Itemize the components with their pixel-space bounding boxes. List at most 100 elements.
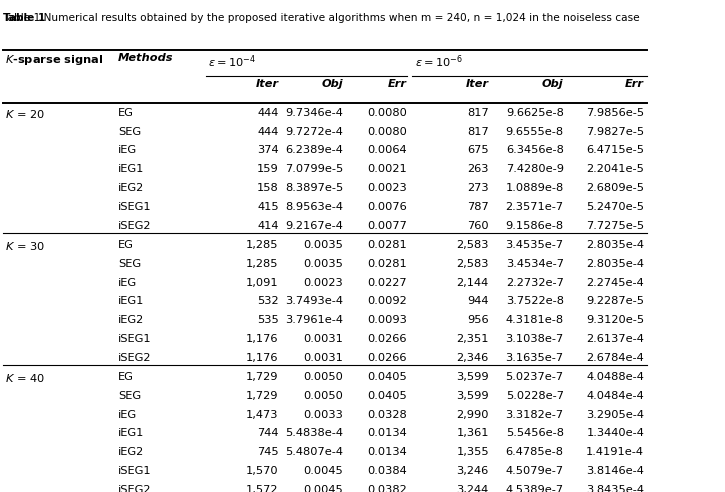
- Text: 3,599: 3,599: [456, 391, 489, 400]
- Text: 0.0023: 0.0023: [368, 183, 407, 193]
- Text: iSEG2: iSEG2: [118, 353, 152, 363]
- Text: 675: 675: [467, 146, 489, 155]
- Text: 0.0050: 0.0050: [303, 372, 343, 382]
- Text: 0.0093: 0.0093: [367, 315, 407, 325]
- Text: 0.0045: 0.0045: [304, 485, 343, 492]
- Text: 1,176: 1,176: [247, 334, 278, 344]
- Text: iSEG2: iSEG2: [118, 485, 152, 492]
- Text: 0.0080: 0.0080: [367, 126, 407, 137]
- Text: 9.3120e-5: 9.3120e-5: [586, 315, 645, 325]
- Text: 1,572: 1,572: [247, 485, 278, 492]
- Text: 4.3181e-8: 4.3181e-8: [505, 315, 563, 325]
- Text: 0.0035: 0.0035: [303, 240, 343, 250]
- Text: 0.0266: 0.0266: [368, 353, 407, 363]
- Text: 1,355: 1,355: [456, 447, 489, 458]
- Text: 0.0080: 0.0080: [367, 108, 407, 118]
- Text: 0.0281: 0.0281: [368, 259, 407, 269]
- Text: 0.0033: 0.0033: [303, 410, 343, 420]
- Text: 9.7272e-4: 9.7272e-4: [286, 126, 343, 137]
- Text: 2,583: 2,583: [456, 259, 489, 269]
- Text: 3.2905e-4: 3.2905e-4: [587, 410, 645, 420]
- Text: iSEG1: iSEG1: [118, 466, 152, 476]
- Text: 374: 374: [257, 146, 278, 155]
- Text: 0.0064: 0.0064: [368, 146, 407, 155]
- Text: Iter: Iter: [465, 79, 489, 89]
- Text: Obj: Obj: [322, 79, 343, 89]
- Text: 9.1586e-8: 9.1586e-8: [505, 221, 563, 231]
- Text: iEG: iEG: [118, 410, 137, 420]
- Text: Obj: Obj: [542, 79, 563, 89]
- Text: 3.8435e-4: 3.8435e-4: [587, 485, 645, 492]
- Text: Err: Err: [625, 79, 645, 89]
- Text: iEG1: iEG1: [118, 296, 144, 307]
- Text: 817: 817: [467, 108, 489, 118]
- Text: 158: 158: [257, 183, 278, 193]
- Text: 3.7522e-8: 3.7522e-8: [505, 296, 563, 307]
- Text: EG: EG: [118, 108, 134, 118]
- Text: 9.7346e-4: 9.7346e-4: [286, 108, 343, 118]
- Text: 0.0076: 0.0076: [368, 202, 407, 212]
- Text: 944: 944: [468, 296, 489, 307]
- Text: 9.2167e-4: 9.2167e-4: [286, 221, 343, 231]
- Text: 744: 744: [257, 429, 278, 438]
- Text: 1,285: 1,285: [247, 240, 278, 250]
- Text: 6.4785e-8: 6.4785e-8: [505, 447, 563, 458]
- Text: 4.0484e-4: 4.0484e-4: [587, 391, 645, 400]
- Text: 1,176: 1,176: [247, 353, 278, 363]
- Text: SEG: SEG: [118, 259, 141, 269]
- Text: $\it{K}$ = 30: $\it{K}$ = 30: [5, 240, 45, 252]
- Text: 0.0023: 0.0023: [304, 277, 343, 287]
- Text: 0.0050: 0.0050: [303, 391, 343, 400]
- Text: 0.0045: 0.0045: [304, 466, 343, 476]
- Text: 3.3182e-7: 3.3182e-7: [505, 410, 563, 420]
- Text: 0.0092: 0.0092: [368, 296, 407, 307]
- Text: 3.7961e-4: 3.7961e-4: [285, 315, 343, 325]
- Text: iEG2: iEG2: [118, 315, 144, 325]
- Text: 4.5389e-7: 4.5389e-7: [505, 485, 563, 492]
- Text: 787: 787: [467, 202, 489, 212]
- Text: 2.8035e-4: 2.8035e-4: [587, 259, 645, 269]
- Text: 3.4534e-7: 3.4534e-7: [505, 259, 563, 269]
- Text: 1,473: 1,473: [247, 410, 278, 420]
- Text: 0.0227: 0.0227: [368, 277, 407, 287]
- Text: 0.0021: 0.0021: [368, 164, 407, 174]
- Text: 0.0384: 0.0384: [368, 466, 407, 476]
- Text: 0.0134: 0.0134: [368, 429, 407, 438]
- Text: Iter: Iter: [256, 79, 278, 89]
- Text: Table 1 Numerical results obtained by the proposed iterative algorithms when m =: Table 1 Numerical results obtained by th…: [3, 13, 639, 23]
- Text: 6.4715e-5: 6.4715e-5: [587, 146, 645, 155]
- Text: $\it{K}$-sparse signal: $\it{K}$-sparse signal: [5, 53, 104, 67]
- Text: iEG1: iEG1: [118, 429, 144, 438]
- Text: 0.0405: 0.0405: [368, 372, 407, 382]
- Text: $\epsilon = 10^{-4}$: $\epsilon = 10^{-4}$: [208, 53, 257, 69]
- Text: iSEG1: iSEG1: [118, 202, 152, 212]
- Text: 817: 817: [467, 126, 489, 137]
- Text: 2,351: 2,351: [456, 334, 489, 344]
- Text: $\it{K}$ = 40: $\it{K}$ = 40: [5, 372, 45, 384]
- Text: 5.0237e-7: 5.0237e-7: [505, 372, 563, 382]
- Text: 5.0228e-7: 5.0228e-7: [505, 391, 563, 400]
- Text: 7.0799e-5: 7.0799e-5: [285, 164, 343, 174]
- Text: 745: 745: [257, 447, 278, 458]
- Text: 8.9563e-4: 8.9563e-4: [285, 202, 343, 212]
- Text: 5.2470e-5: 5.2470e-5: [587, 202, 645, 212]
- Text: 6.3456e-8: 6.3456e-8: [506, 146, 563, 155]
- Text: 7.7275e-5: 7.7275e-5: [586, 221, 645, 231]
- Text: 3.1038e-7: 3.1038e-7: [505, 334, 563, 344]
- Text: 1,570: 1,570: [246, 466, 278, 476]
- Text: 535: 535: [257, 315, 278, 325]
- Text: 1.4191e-4: 1.4191e-4: [587, 447, 645, 458]
- Text: 444: 444: [257, 126, 278, 137]
- Text: 4.5079e-7: 4.5079e-7: [505, 466, 563, 476]
- Text: 1,361: 1,361: [456, 429, 489, 438]
- Text: 273: 273: [467, 183, 489, 193]
- Text: 760: 760: [467, 221, 489, 231]
- Text: 1,729: 1,729: [247, 391, 278, 400]
- Text: 1,729: 1,729: [247, 372, 278, 382]
- Text: 1.0889e-8: 1.0889e-8: [505, 183, 563, 193]
- Text: 0.0031: 0.0031: [303, 353, 343, 363]
- Text: 0.0031: 0.0031: [303, 334, 343, 344]
- Text: 956: 956: [467, 315, 489, 325]
- Text: 159: 159: [257, 164, 278, 174]
- Text: 3.8146e-4: 3.8146e-4: [587, 466, 645, 476]
